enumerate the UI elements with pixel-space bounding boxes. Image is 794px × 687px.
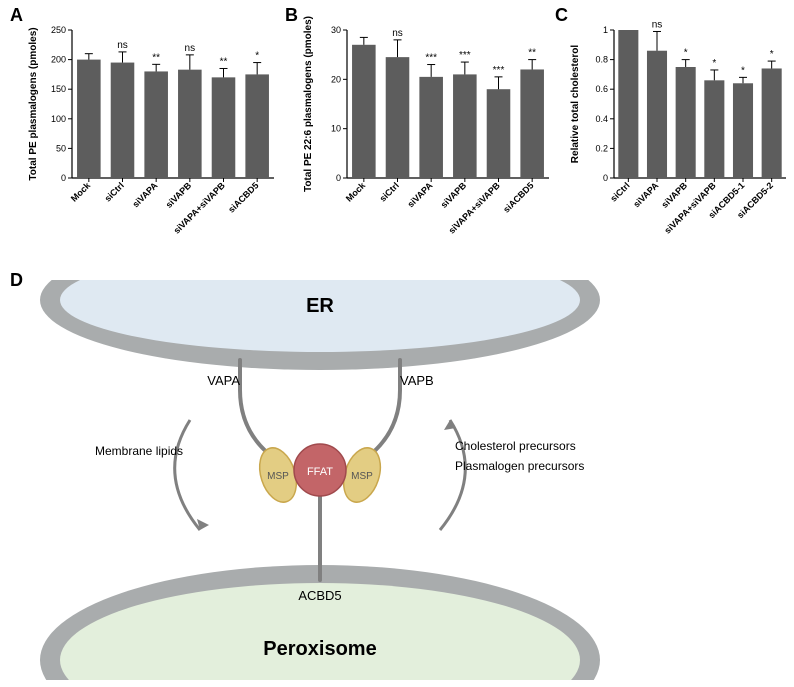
svg-text:Membrane lipids: Membrane lipids	[95, 444, 183, 458]
svg-text:100: 100	[51, 114, 66, 124]
svg-text:*: *	[741, 65, 745, 76]
svg-text:Cholesterol precursors: Cholesterol precursors	[455, 439, 576, 453]
svg-text:150: 150	[51, 84, 66, 94]
svg-text:MSP: MSP	[267, 471, 289, 482]
svg-text:siVAPA: siVAPA	[130, 180, 159, 209]
svg-text:ns: ns	[117, 40, 128, 51]
svg-text:0: 0	[61, 173, 66, 183]
svg-text:FFAT: FFAT	[307, 466, 333, 478]
svg-text:0.2: 0.2	[595, 143, 608, 153]
svg-text:***: ***	[459, 50, 471, 61]
svg-text:Total PE 22:6 plasmalogens (pm: Total PE 22:6 plasmalogens (pmoles)	[303, 16, 314, 192]
chart-c: 0 0.2 0.4 0.6 0.8 1 Relative total cholesterol…	[562, 10, 792, 270]
svg-text:***: ***	[493, 65, 505, 76]
svg-text:siCtrl: siCtrl	[608, 180, 631, 203]
svg-text:250: 250	[51, 25, 66, 35]
diagram-d: ER Peroxisome FFAT MSP MSP VAPA VAPB ACBD5 Membr…	[20, 280, 620, 680]
svg-text:0.8: 0.8	[595, 55, 608, 65]
svg-text:*: *	[684, 48, 688, 59]
svg-text:siACBD5: siACBD5	[501, 180, 535, 214]
svg-text:*: *	[255, 51, 259, 62]
chart-a: 0 50 100 150 200 250 Total PE plasmalogens (pm…	[20, 10, 280, 270]
svg-text:**: **	[528, 48, 536, 59]
svg-text:siVAPB: siVAPB	[439, 180, 469, 210]
svg-text:ns: ns	[652, 19, 663, 30]
svg-text:0: 0	[336, 173, 341, 183]
svg-text:Peroxisome: Peroxisome	[263, 638, 376, 660]
svg-text:**: **	[152, 52, 160, 63]
chart-b: 0 10 20 30 Total PE 22:6 plasmalogens (pmole…	[295, 10, 555, 270]
svg-text:20: 20	[331, 74, 341, 84]
svg-text:**: **	[220, 56, 228, 67]
svg-text:siVAPB: siVAPB	[164, 180, 194, 210]
svg-text:***: ***	[425, 53, 437, 64]
svg-text:*: *	[770, 49, 774, 60]
svg-text:siCtrl: siCtrl	[103, 180, 126, 203]
svg-text:30: 30	[331, 25, 341, 35]
svg-text:1: 1	[603, 25, 608, 35]
svg-text:ns: ns	[392, 28, 403, 39]
svg-text:siACBD5: siACBD5	[226, 180, 260, 214]
svg-text:ER: ER	[306, 295, 334, 317]
svg-text:*: *	[712, 58, 716, 69]
svg-text:200: 200	[51, 55, 66, 65]
svg-text:siVAPA: siVAPA	[631, 180, 660, 209]
svg-text:siVAPA+siVAPB: siVAPA+siVAPB	[662, 180, 718, 236]
svg-text:Total PE plasmalogens (pmoles): Total PE plasmalogens (pmoles)	[28, 27, 39, 180]
svg-text:0: 0	[603, 173, 608, 183]
svg-text:Plasmalogen precursors: Plasmalogen precursors	[455, 459, 584, 473]
svg-text:VAPA: VAPA	[207, 373, 240, 388]
svg-text:ns: ns	[185, 43, 196, 54]
svg-text:VAPB: VAPB	[400, 373, 434, 388]
svg-text:siCtrl: siCtrl	[378, 180, 401, 203]
svg-text:Mock: Mock	[69, 180, 93, 204]
svg-text:ACBD5: ACBD5	[298, 588, 341, 603]
svg-text:siVAPA: siVAPA	[405, 180, 434, 209]
svg-text:0.6: 0.6	[595, 84, 608, 94]
svg-text:Mock: Mock	[344, 180, 368, 204]
svg-text:0.4: 0.4	[595, 114, 608, 124]
svg-text:50: 50	[56, 143, 66, 153]
svg-text:MSP: MSP	[351, 471, 373, 482]
svg-text:Relative total cholesterol: Relative total cholesterol	[570, 45, 581, 164]
svg-text:10: 10	[331, 124, 341, 134]
